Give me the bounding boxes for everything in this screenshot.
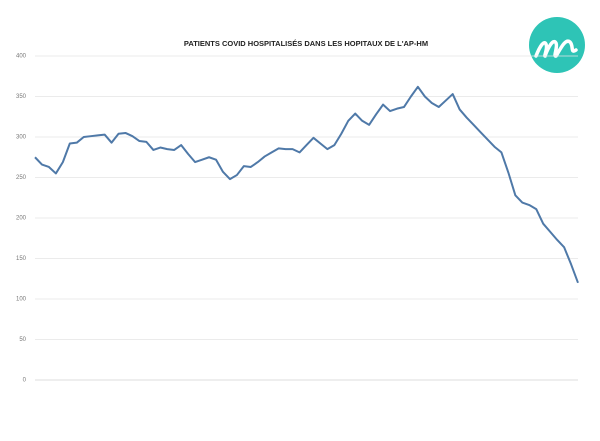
logo bbox=[529, 17, 585, 73]
y-tick-label: 400 bbox=[16, 54, 27, 60]
y-tick-label: 0 bbox=[23, 378, 27, 384]
y-tick-label: 50 bbox=[19, 337, 26, 343]
y-tick-label: 200 bbox=[16, 216, 27, 222]
chart-title: PATIENTS COVID HOSPITALISÉS DANS LES HOP… bbox=[184, 39, 428, 48]
line bbox=[34, 85, 579, 284]
y-tick-label: 100 bbox=[16, 297, 27, 303]
y-tick-label: 300 bbox=[16, 135, 27, 141]
y-tick-label: 250 bbox=[16, 175, 27, 181]
y-tick-label: 350 bbox=[16, 94, 27, 100]
y-tick-label: 150 bbox=[16, 256, 27, 262]
